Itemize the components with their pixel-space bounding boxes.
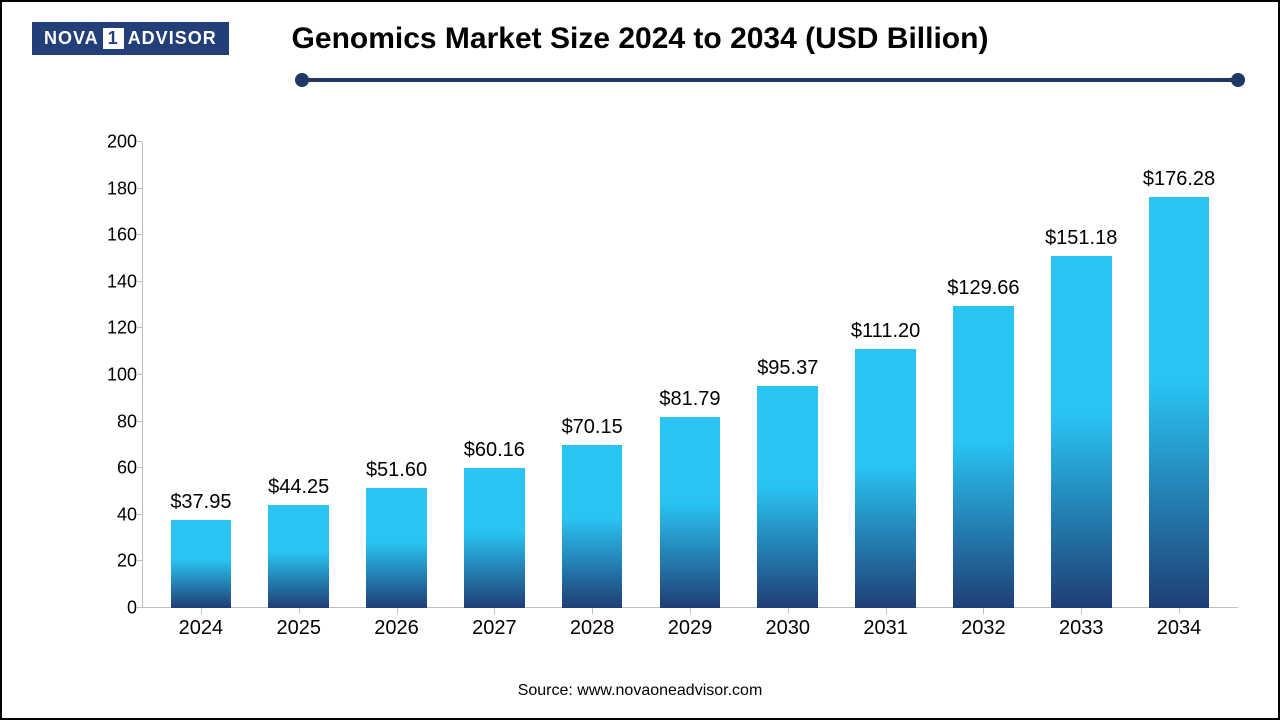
title-divider (302, 78, 1238, 82)
x-tick-label: 2028 (570, 617, 615, 640)
bar-chart: $37.952024$44.252025$51.602026$60.162027… (82, 122, 1238, 648)
bar-value-label: $44.25 (268, 476, 329, 499)
x-tick-mark (983, 608, 984, 614)
bar-group: $51.602026 (348, 142, 446, 608)
source-attribution: Source: www.novaoneadvisor.com (2, 682, 1278, 700)
y-tick-label: 160 (92, 225, 137, 246)
bar (1149, 197, 1210, 608)
plot-area: $37.952024$44.252025$51.602026$60.162027… (142, 142, 1238, 608)
y-tick-label: 180 (92, 178, 137, 199)
y-tick-label: 60 (92, 458, 137, 479)
bar (562, 445, 623, 608)
bar-value-label: $70.15 (562, 416, 623, 439)
y-tick-label: 20 (92, 551, 137, 572)
y-tick-mark (137, 560, 142, 561)
x-tick-label: 2034 (1157, 617, 1202, 640)
bar-group: $95.372030 (739, 142, 837, 608)
x-tick-label: 2030 (766, 617, 811, 640)
bar-group: $151.182033 (1032, 142, 1130, 608)
y-tick-label: 140 (92, 271, 137, 292)
x-tick-mark (201, 608, 202, 614)
bar-group: $81.792029 (641, 142, 739, 608)
bar (171, 520, 232, 608)
x-tick-label: 2032 (961, 617, 1006, 640)
y-tick-mark (137, 327, 142, 328)
x-tick-mark (494, 608, 495, 614)
chart-frame: NOVA 1 ADVISOR Genomics Market Size 2024… (0, 0, 1280, 720)
bar-group: $60.162027 (445, 142, 543, 608)
x-tick-mark (1179, 608, 1180, 614)
y-tick-mark (137, 467, 142, 468)
y-tick-mark (137, 234, 142, 235)
bar-value-label: $111.20 (851, 320, 920, 343)
y-tick-mark (137, 281, 142, 282)
bar (953, 306, 1014, 608)
y-tick-label: 120 (92, 318, 137, 339)
x-tick-mark (1081, 608, 1082, 614)
bar (366, 488, 427, 608)
bar-value-label: $51.60 (366, 459, 427, 482)
bar-value-label: $81.79 (659, 388, 720, 411)
y-tick-mark (137, 607, 142, 608)
bar-value-label: $95.37 (757, 357, 818, 380)
bar (757, 386, 818, 608)
y-tick-mark (137, 374, 142, 375)
bar-value-label: $60.16 (464, 439, 525, 462)
bar (464, 468, 525, 608)
y-tick-label: 0 (92, 598, 137, 619)
bar-group: $129.662032 (935, 142, 1033, 608)
y-tick-label: 40 (92, 504, 137, 525)
bars-container: $37.952024$44.252025$51.602026$60.162027… (142, 142, 1238, 608)
bar-group: $111.202031 (837, 142, 935, 608)
bar-value-label: $151.18 (1045, 227, 1117, 250)
x-tick-mark (592, 608, 593, 614)
y-tick-mark (137, 514, 142, 515)
bar-group: $176.282034 (1130, 142, 1228, 608)
chart-title: Genomics Market Size 2024 to 2034 (USD B… (2, 22, 1278, 56)
x-tick-label: 2029 (668, 617, 713, 640)
x-tick-mark (397, 608, 398, 614)
x-tick-label: 2026 (374, 617, 419, 640)
y-tick-mark (137, 421, 142, 422)
bar (268, 505, 329, 608)
x-tick-label: 2033 (1059, 617, 1104, 640)
x-tick-mark (690, 608, 691, 614)
y-tick-mark (137, 141, 142, 142)
bar (660, 417, 721, 608)
bar (855, 349, 916, 608)
x-tick-label: 2024 (179, 617, 224, 640)
x-tick-mark (788, 608, 789, 614)
y-tick-label: 80 (92, 411, 137, 432)
y-tick-label: 200 (92, 132, 137, 153)
bar (1051, 256, 1112, 608)
y-tick-mark (137, 188, 142, 189)
bar-group: $70.152028 (543, 142, 641, 608)
bar-value-label: $129.66 (947, 277, 1019, 300)
y-tick-label: 100 (92, 365, 137, 386)
bar-value-label: $176.28 (1143, 168, 1215, 191)
x-tick-label: 2027 (472, 617, 517, 640)
x-tick-label: 2031 (863, 617, 908, 640)
x-tick-mark (299, 608, 300, 614)
bar-group: $44.252025 (250, 142, 348, 608)
x-tick-mark (886, 608, 887, 614)
bar-group: $37.952024 (152, 142, 250, 608)
bar-value-label: $37.95 (170, 491, 231, 514)
x-tick-label: 2025 (276, 617, 321, 640)
